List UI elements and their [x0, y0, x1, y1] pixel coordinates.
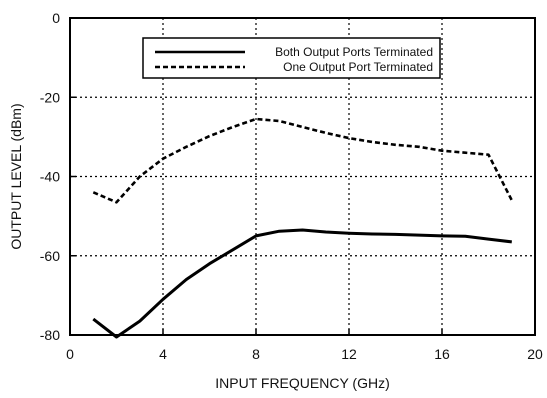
x-axis-ticks: 0 4 8 12 16 20: [66, 329, 543, 362]
y-axis-ticks: 0 -20 -40 -60 -80: [40, 10, 76, 343]
legend-box: [142, 37, 441, 79]
y-tick-label: 0: [52, 10, 60, 26]
y-tick-label: -80: [40, 327, 60, 343]
y-tick-label: -20: [40, 89, 60, 105]
x-tick-label: 4: [159, 346, 167, 362]
series-lines: [92, 117, 513, 339]
legend-label-both-ports: Both Output Ports Terminated: [275, 45, 433, 59]
x-tick-label: 12: [341, 346, 357, 362]
y-axis-label: OUTPUT LEVEL (dBm): [8, 103, 24, 249]
y-tick-label: -40: [40, 169, 60, 185]
legend: Both Output Ports Terminated One Output …: [142, 37, 441, 79]
x-tick-label: 20: [527, 346, 543, 362]
series-line-one-port: [92, 117, 513, 204]
legend-label-one-port: One Output Port Terminated: [283, 60, 433, 74]
x-tick-label: 0: [66, 346, 74, 362]
series-line-both-ports: [92, 228, 512, 339]
y-tick-label: -60: [40, 248, 60, 264]
x-tick-label: 16: [434, 346, 450, 362]
x-axis-label: INPUT FREQUENCY (GHz): [215, 375, 390, 391]
x-tick-label: 8: [252, 346, 260, 362]
